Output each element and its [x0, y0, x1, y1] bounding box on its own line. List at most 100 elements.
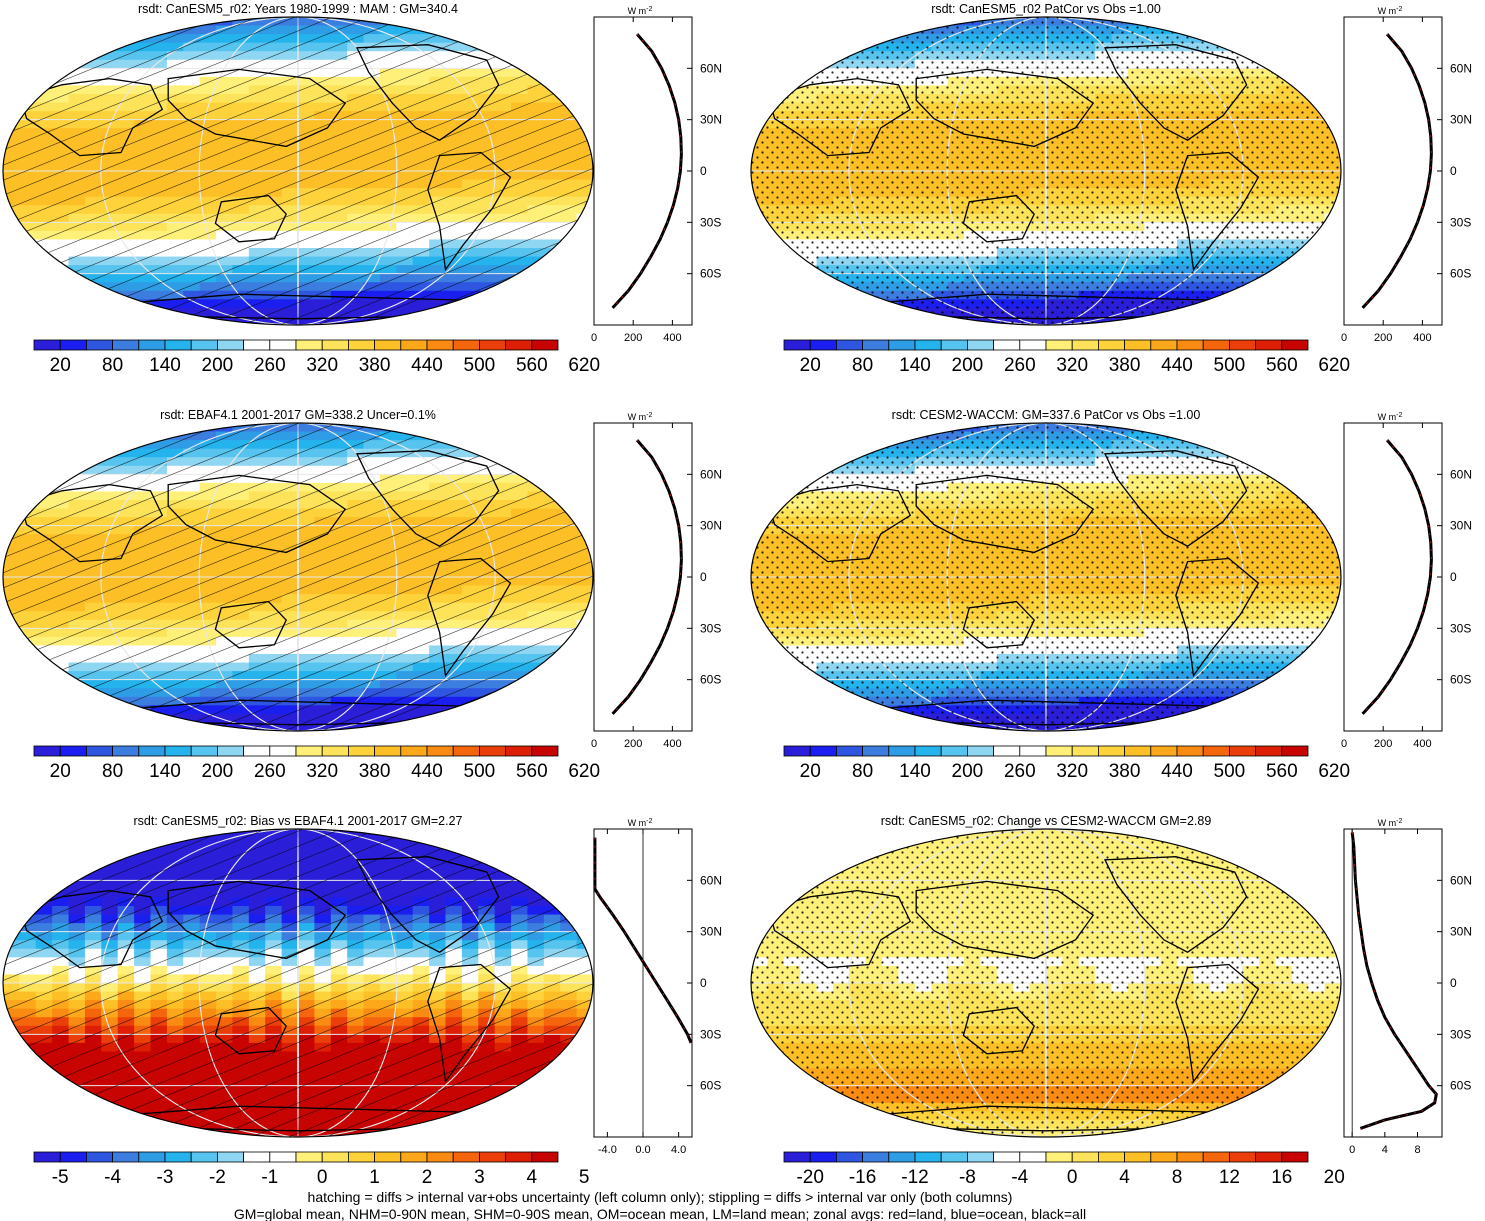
panel-title: rsdt: CanESM5_r02: Years 1980-1999 : MAM… — [138, 2, 458, 16]
map-cell — [560, 474, 578, 484]
map-cell — [35, 688, 53, 698]
colorbar-swatch — [1124, 339, 1152, 351]
map-cell — [19, 431, 37, 441]
colorbar-tick-label: 560 — [1266, 355, 1298, 376]
map-cell — [751, 51, 768, 61]
map-cell — [19, 85, 37, 95]
map-cell — [35, 59, 53, 69]
colorbar-tick-label: 260 — [254, 355, 286, 376]
map-cell — [800, 465, 818, 475]
map-cell — [19, 299, 37, 309]
colorbar-tick-label: 440 — [411, 355, 443, 376]
map-cell — [166, 17, 184, 27]
map-cell — [1291, 474, 1309, 484]
map-cell — [751, 316, 768, 325]
map-cell — [767, 307, 785, 318]
map-cell — [783, 282, 801, 292]
map-cell — [101, 316, 119, 325]
map-cell — [832, 431, 850, 441]
colorbar-swatch — [86, 745, 114, 757]
map-cell — [1275, 316, 1293, 325]
map-cell — [865, 34, 883, 44]
map-cell — [800, 299, 818, 309]
map-cell — [3, 636, 20, 647]
map-cell — [767, 299, 785, 309]
map-cell — [461, 705, 479, 715]
map-cell — [3, 34, 20, 44]
map-cell — [560, 448, 578, 458]
map-cell — [767, 316, 785, 325]
map-cell — [560, 282, 578, 292]
map-cell — [1308, 42, 1326, 52]
colorbar-swatch — [216, 745, 244, 757]
map-cell — [52, 423, 70, 433]
map-cell — [1259, 282, 1277, 292]
map-cell — [1308, 256, 1326, 266]
map-cell — [461, 431, 479, 441]
map-cell — [527, 679, 545, 689]
map-cell — [783, 76, 801, 87]
map-cell — [35, 696, 53, 706]
map-cell — [783, 299, 801, 309]
zonal-mean-line — [1361, 33, 1433, 309]
map-cell — [166, 722, 184, 731]
map-cell — [1259, 290, 1277, 300]
map-cell — [1324, 76, 1341, 87]
map-cell — [1144, 17, 1162, 27]
map-cell — [849, 316, 867, 325]
map-cell — [1291, 17, 1309, 27]
map-cell — [511, 299, 529, 309]
map-cell — [527, 25, 545, 35]
map-cell — [751, 500, 768, 510]
zonal-land-line — [612, 33, 682, 309]
map-cell — [1275, 440, 1293, 450]
map-cell — [560, 68, 578, 78]
map-cell — [1324, 265, 1341, 275]
map-cell — [134, 713, 152, 724]
map-cell — [511, 423, 529, 433]
map-cell — [865, 25, 883, 35]
map-cell — [1209, 34, 1227, 44]
zonal-x-tick-label: 400 — [663, 738, 681, 750]
map-cell — [52, 51, 70, 61]
map-cell — [494, 299, 512, 309]
colorbar-tick-label: 320 — [1056, 355, 1088, 376]
map-cell — [1291, 256, 1309, 266]
map-cell — [3, 457, 20, 467]
map-cell — [527, 448, 545, 458]
map-cell — [461, 25, 479, 35]
map-cell — [767, 51, 785, 61]
map-cell — [882, 423, 900, 433]
map-cell — [84, 431, 102, 441]
map-cell — [543, 42, 561, 52]
map-cell — [35, 290, 53, 300]
colorbar-swatch — [531, 339, 559, 351]
map-cell — [751, 273, 768, 283]
map-cell — [19, 671, 37, 681]
map-cell — [84, 423, 102, 433]
map-cell — [751, 508, 768, 518]
map-cell — [560, 671, 578, 681]
map-cell — [1242, 17, 1260, 27]
map-cell — [767, 17, 785, 27]
map-cell — [117, 17, 135, 27]
map-cell — [3, 51, 20, 61]
map-cell — [931, 423, 949, 433]
colorbar-tick-label: 500 — [1214, 355, 1246, 376]
map-cell — [800, 42, 818, 52]
map-cell — [101, 722, 119, 731]
zonal-x-tick-label: 400 — [663, 332, 681, 344]
colorbar-tick-label: 80 — [102, 355, 123, 376]
map-cell — [35, 705, 53, 715]
map-cell — [478, 34, 496, 44]
map-cell — [101, 299, 119, 309]
map-cell — [68, 431, 86, 441]
map-cell — [3, 628, 20, 638]
map-cell — [560, 440, 578, 450]
colorbar-tick-label: 380 — [359, 761, 391, 782]
map-cell — [461, 423, 479, 433]
map-cell — [816, 316, 834, 325]
map-cell — [68, 51, 86, 61]
map-cell — [19, 25, 37, 35]
